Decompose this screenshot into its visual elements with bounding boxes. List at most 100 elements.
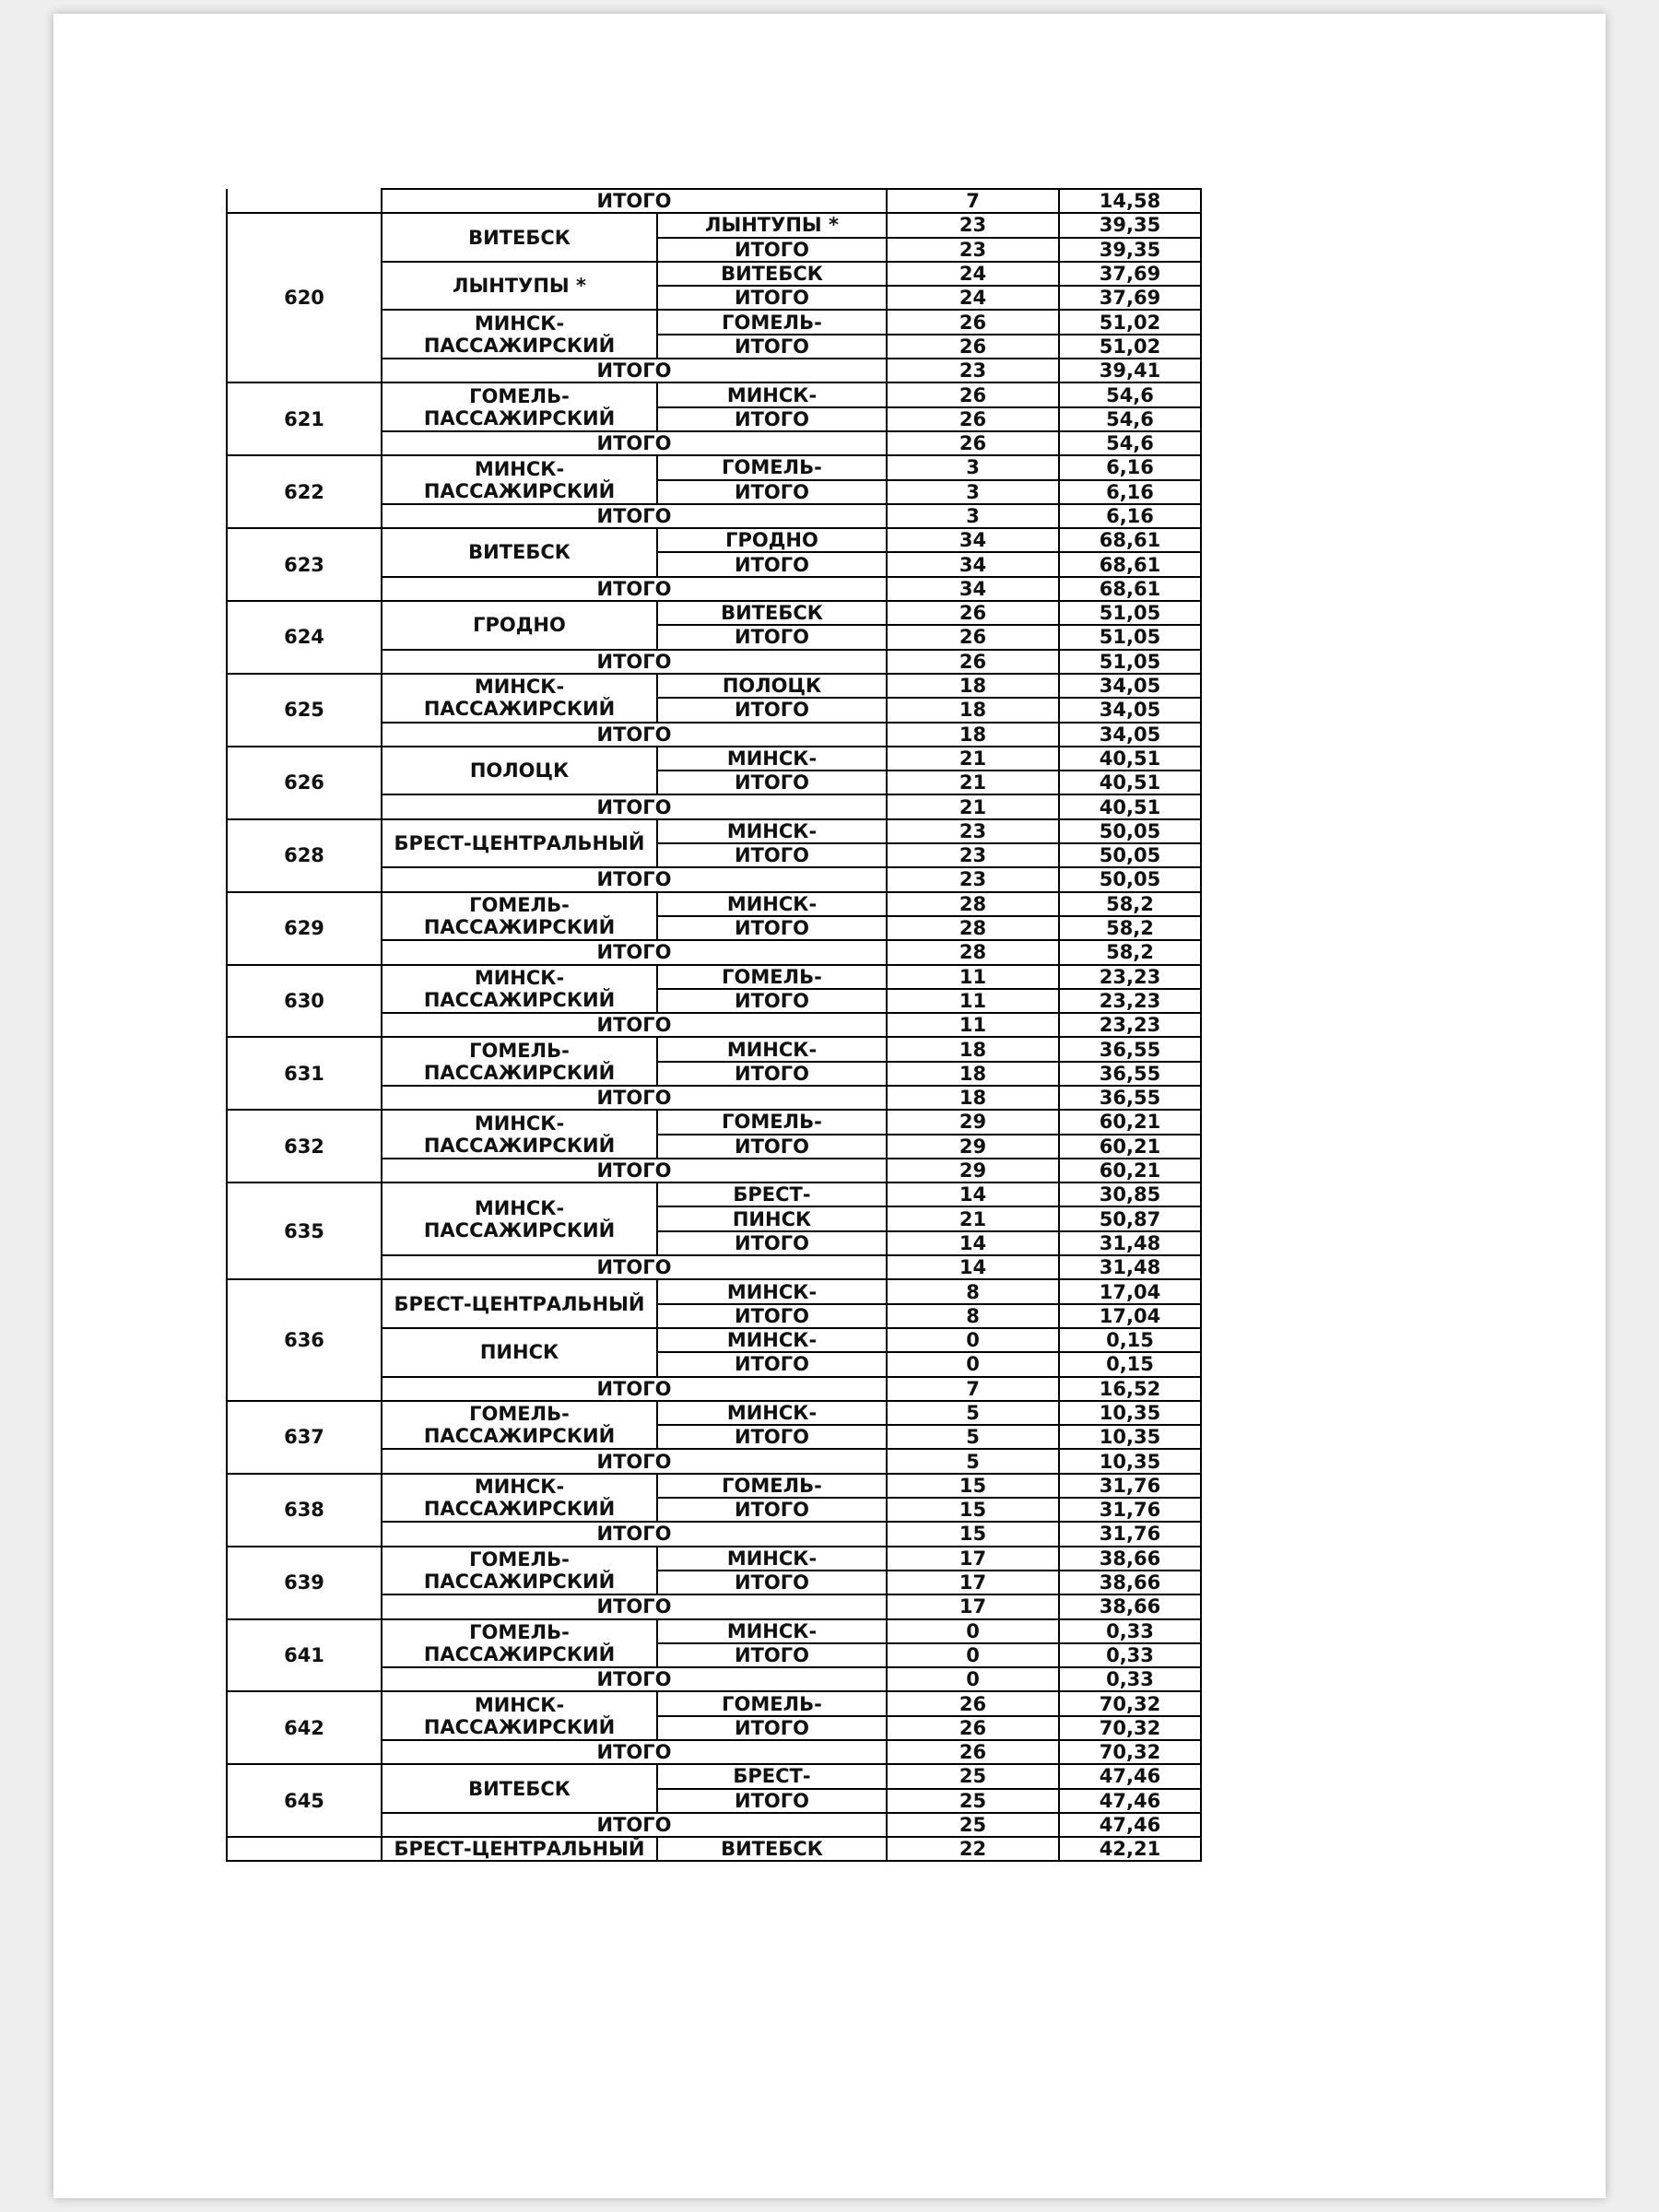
total-count: 14 [886, 1254, 1060, 1281]
train-number [226, 189, 382, 215]
origin-station: МИНСК- ПАССАЖИРСКИЙ [381, 672, 658, 724]
table-row: ИТОГО 21 40,51 [227, 770, 1202, 796]
table-row: БРЕСТ-ЦЕНТРАЛЬНЫЙ ВИТЕБСК 22 42,21 [226, 1836, 1202, 1863]
total-amount: 10,35 [1058, 1448, 1202, 1475]
total-label: ИТОГО [381, 1012, 888, 1039]
trip-count: 28 [886, 914, 1060, 942]
origin-station: ГОМЕЛЬ- ПАССАЖИРСКИЙ [381, 1036, 658, 1087]
table-row: ИТОГО 18 34,05 [227, 697, 1202, 724]
table-row: 630 МИНСК- ПАССАЖИРСКИЙ ГОМЕЛЬ- 11 23,23 [226, 963, 1202, 1039]
total-count: 23 [886, 358, 1060, 384]
total-count: 23 [886, 866, 1060, 893]
amount: 6,16 [1058, 454, 1202, 481]
total-amount: 16,52 [1058, 1375, 1202, 1402]
origin-station: ГОМЕЛЬ- ПАССАЖИРСКИЙ [381, 1399, 658, 1451]
table-row: ИТОГО 14 31,48 [227, 1230, 1202, 1257]
total-label: ИТОГО [381, 794, 888, 820]
destination: ИТОГО [656, 1787, 888, 1814]
trip-count: 21 [886, 770, 1060, 796]
amount: 58,2 [1058, 890, 1202, 917]
trip-count: 28 [886, 890, 1060, 917]
destination: МИНСК- [656, 1399, 888, 1427]
amount: 54,6 [1058, 406, 1202, 432]
total-label: ИТОГО [381, 575, 888, 603]
amount: 31,76 [1058, 1472, 1202, 1500]
origin-station: БРЕСТ-ЦЕНТРАЛЬНЫЙ [381, 1278, 658, 1329]
amount: 0,33 [1058, 1641, 1202, 1669]
trip-count: 23 [886, 842, 1060, 869]
total-label: ИТОГО [381, 502, 888, 530]
table-row: 632 МИНСК- ПАССАЖИРСКИЙ ГОМЕЛЬ- 29 60,21 [226, 1109, 1202, 1184]
amount: 36,55 [1058, 1060, 1202, 1087]
destination: БРЕСТ- [656, 1182, 888, 1208]
total-amount: 23,23 [1058, 1012, 1202, 1039]
total-count: 26 [886, 429, 1060, 457]
total-amount: 54,6 [1058, 429, 1202, 457]
trip-count: 18 [886, 697, 1060, 724]
table-row: ИТОГО 0 0,15 [227, 1351, 1202, 1378]
destination: ИТОГО [656, 478, 888, 505]
total-count: 26 [886, 1738, 1060, 1766]
trip-count: 21 [886, 745, 1060, 772]
total-count: 29 [886, 1157, 1060, 1184]
train-number: 635 [226, 1182, 382, 1281]
table-row: ИТОГО 17 38,66 [227, 1569, 1202, 1596]
total-label: ИТОГО [381, 187, 888, 215]
total-label: ИТОГО [381, 939, 888, 966]
destination: ГОМЕЛЬ- [656, 1472, 888, 1500]
total-count: 21 [886, 794, 1060, 820]
total-label: ИТОГО [381, 648, 888, 675]
amount: 68,61 [1058, 551, 1202, 578]
total-amount: 58,2 [1058, 939, 1202, 966]
amount: 37,69 [1058, 260, 1202, 288]
amount: 60,21 [1058, 1133, 1202, 1159]
table-row: ИТОГО 0 0,33 [227, 1641, 1202, 1669]
total-amount: 47,46 [1058, 1811, 1202, 1839]
destination: ЛЫНТУПЫ * [656, 212, 888, 239]
table-row: 621 ГОМЕЛЬ- ПАССАЖИРСКИЙ МИНСК- 26 54,6 [226, 382, 1202, 457]
trip-count: 22 [886, 1836, 1060, 1863]
trip-count: 29 [886, 1109, 1060, 1135]
table-row: ИТОГО 15 31,76 [227, 1497, 1202, 1524]
trip-count: 14 [886, 1230, 1060, 1257]
amount: 50,05 [1058, 842, 1202, 869]
amount: 60,21 [1058, 1109, 1202, 1135]
trip-count: 8 [886, 1302, 1060, 1329]
trip-count: 26 [886, 1714, 1060, 1742]
amount: 34,05 [1058, 697, 1202, 724]
destination: ИТОГО [656, 1060, 888, 1087]
origin-station: МИНСК- ПАССАЖИРСКИЙ [381, 309, 658, 360]
total-count: 5 [886, 1448, 1060, 1475]
destination: ИТОГО [656, 406, 888, 432]
amount: 70,32 [1058, 1690, 1202, 1717]
train-number: 645 [226, 1763, 382, 1839]
destination: ИТОГО [656, 987, 888, 1015]
destination: ВИТЕБСК [656, 260, 888, 288]
total-amount: 60,21 [1058, 1157, 1202, 1184]
trip-count: 0 [886, 1618, 1060, 1644]
table-row: ИТОГО 25 47,46 [227, 1811, 1202, 1839]
total-label: ИТОГО [381, 1084, 888, 1112]
trip-count: 5 [886, 1424, 1060, 1451]
train-number: 622 [226, 454, 382, 530]
trip-count: 17 [886, 1569, 1060, 1596]
amount: 54,6 [1058, 382, 1202, 408]
origin-station: ВИТЕБСК [381, 527, 658, 578]
amount: 51,02 [1058, 333, 1202, 360]
table-row: ИТОГО 24 37,69 [227, 285, 1202, 312]
destination: ИТОГО [656, 1351, 888, 1378]
origin-station: ГОМЕЛЬ- ПАССАЖИРСКИЙ [381, 1545, 658, 1596]
total-count: 34 [886, 575, 1060, 603]
table-row: ИТОГО 18 34,05 [227, 721, 1202, 747]
fare-table: ИТОГО 7 14,58 620 ВИТЕБСК ЛЫНТУПЫ * 23 39,35 ИТО… [226, 187, 1202, 1863]
origin-station: ГОМЕЛЬ- ПАССАЖИРСКИЙ [381, 382, 658, 432]
destination: ИТОГО [656, 551, 888, 578]
total-label: ИТОГО [381, 1666, 888, 1693]
train-number: 637 [226, 1399, 382, 1475]
amount: 51,02 [1058, 309, 1202, 335]
table-row: ИТОГО 11 23,23 [227, 987, 1202, 1015]
total-label: ИТОГО [381, 1157, 888, 1184]
total-amount: 31,48 [1058, 1254, 1202, 1281]
table-row: 625 МИНСК- ПАССАЖИРСКИЙ ПОЛОЦК 18 34,05 [226, 672, 1202, 747]
train-number [226, 1836, 382, 1863]
